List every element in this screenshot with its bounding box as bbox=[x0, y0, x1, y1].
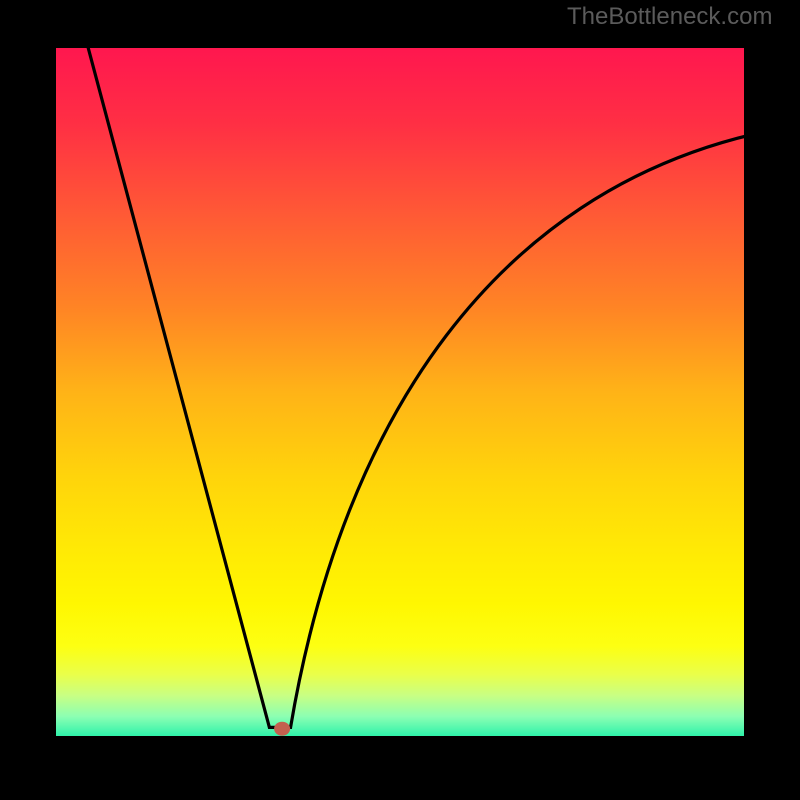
chart-stage: TheBottleneck.com bbox=[0, 0, 800, 800]
plot-border bbox=[47, 39, 753, 745]
plot-gradient-fill bbox=[47, 39, 753, 745]
bottleneck-curve bbox=[86, 39, 753, 727]
watermark-text: TheBottleneck.com bbox=[567, 3, 772, 31]
minimum-marker bbox=[274, 722, 290, 736]
chart-svg bbox=[0, 0, 800, 800]
